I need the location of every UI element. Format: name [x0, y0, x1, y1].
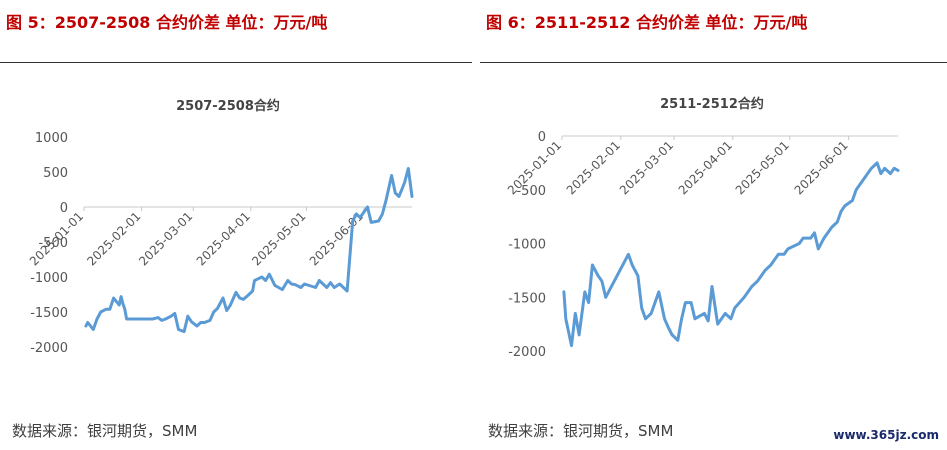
- panel-1-source: 数据来源：银河期货，SMM: [12, 422, 198, 440]
- chart-1-xtick: 2025-04-01: [194, 209, 253, 268]
- chart-2-xtick: 2025-03-01: [617, 138, 676, 197]
- panel-2-rule: [480, 62, 947, 63]
- chart-2-title: 2511-2512合约: [660, 96, 764, 112]
- chart-1-xtick: 2025-02-01: [84, 209, 143, 268]
- chart-1-ytick: 1000: [35, 131, 68, 146]
- chart-2-xtick: 2025-06-01: [792, 138, 851, 197]
- chart-2-ytick: -1500: [508, 291, 546, 306]
- chart-2-xtick: 2025-02-01: [564, 138, 623, 197]
- panel-1-rule: [0, 62, 472, 63]
- chart-1-ytick: -500: [38, 236, 68, 251]
- chart-2-ytick: -1000: [508, 238, 546, 253]
- chart-1-title: 2507-2508合约: [176, 98, 280, 114]
- chart-1-series-line: [84, 167, 414, 334]
- chart-2-xtick: 2025-04-01: [676, 138, 735, 197]
- chart-1-ytick: -2000: [30, 341, 68, 356]
- chart-1-ytick: 500: [43, 166, 68, 181]
- chart-1-xtick: 2025-06-01: [307, 209, 366, 268]
- watermark: www.365jz.com: [833, 428, 939, 442]
- chart-2-xtick: 2025-05-01: [733, 138, 792, 197]
- chart-1-xtick: 2025-05-01: [249, 209, 308, 268]
- panel-1-heading: 图 5：2507-2508 合约价差 单位：万元/吨: [6, 13, 328, 32]
- chart-1-xtick: 2025-03-01: [136, 209, 195, 268]
- panel-2-source: 数据来源：银河期货，SMM: [488, 422, 674, 440]
- panel-2-heading: 图 6：2511-2512 合约价差 单位：万元/吨: [486, 13, 808, 32]
- chart-2-ytick: -500: [516, 184, 546, 199]
- chart-1-xtick: 2025-01-01: [27, 209, 86, 268]
- chart-2-series-line: [562, 161, 900, 348]
- chart-2-ytick: -2000: [508, 345, 546, 360]
- chart-1-ytick: 0: [60, 201, 68, 216]
- chart-2-ytick: 0: [538, 130, 546, 145]
- chart-1-ytick: -1500: [30, 306, 68, 321]
- chart-1-ytick: -1000: [30, 271, 68, 286]
